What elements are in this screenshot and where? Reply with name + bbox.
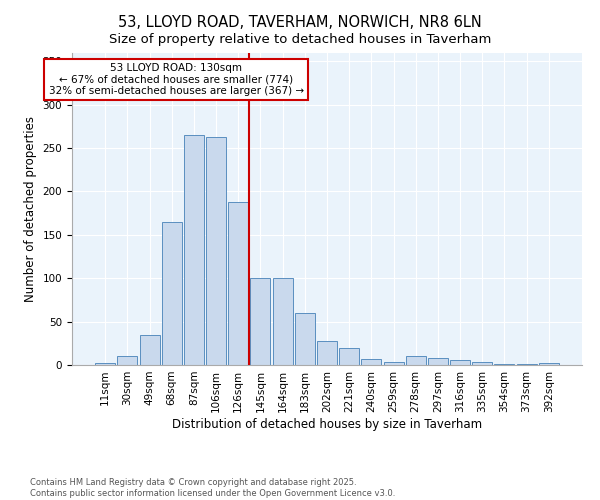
Bar xyxy=(250,278,271,365)
Bar xyxy=(339,348,359,365)
Bar xyxy=(295,313,315,365)
Bar xyxy=(140,334,160,365)
Bar xyxy=(428,358,448,365)
Bar xyxy=(450,360,470,365)
Bar xyxy=(95,364,115,365)
Text: 53, LLOYD ROAD, TAVERHAM, NORWICH, NR8 6LN: 53, LLOYD ROAD, TAVERHAM, NORWICH, NR8 6… xyxy=(118,15,482,30)
X-axis label: Distribution of detached houses by size in Taverham: Distribution of detached houses by size … xyxy=(172,418,482,430)
Text: 53 LLOYD ROAD: 130sqm
← 67% of detached houses are smaller (774)
32% of semi-det: 53 LLOYD ROAD: 130sqm ← 67% of detached … xyxy=(49,63,304,96)
Bar xyxy=(162,222,182,365)
Bar xyxy=(406,356,426,365)
Bar xyxy=(472,362,492,365)
Bar xyxy=(184,135,204,365)
Bar xyxy=(118,356,137,365)
Bar xyxy=(517,364,536,365)
Text: Contains HM Land Registry data © Crown copyright and database right 2025.
Contai: Contains HM Land Registry data © Crown c… xyxy=(30,478,395,498)
Bar xyxy=(317,340,337,365)
Bar xyxy=(539,364,559,365)
Bar xyxy=(494,364,514,365)
Bar xyxy=(272,278,293,365)
Bar xyxy=(228,202,248,365)
Y-axis label: Number of detached properties: Number of detached properties xyxy=(24,116,37,302)
Text: Size of property relative to detached houses in Taverham: Size of property relative to detached ho… xyxy=(109,32,491,46)
Bar xyxy=(206,136,226,365)
Bar xyxy=(361,359,382,365)
Bar xyxy=(383,362,404,365)
